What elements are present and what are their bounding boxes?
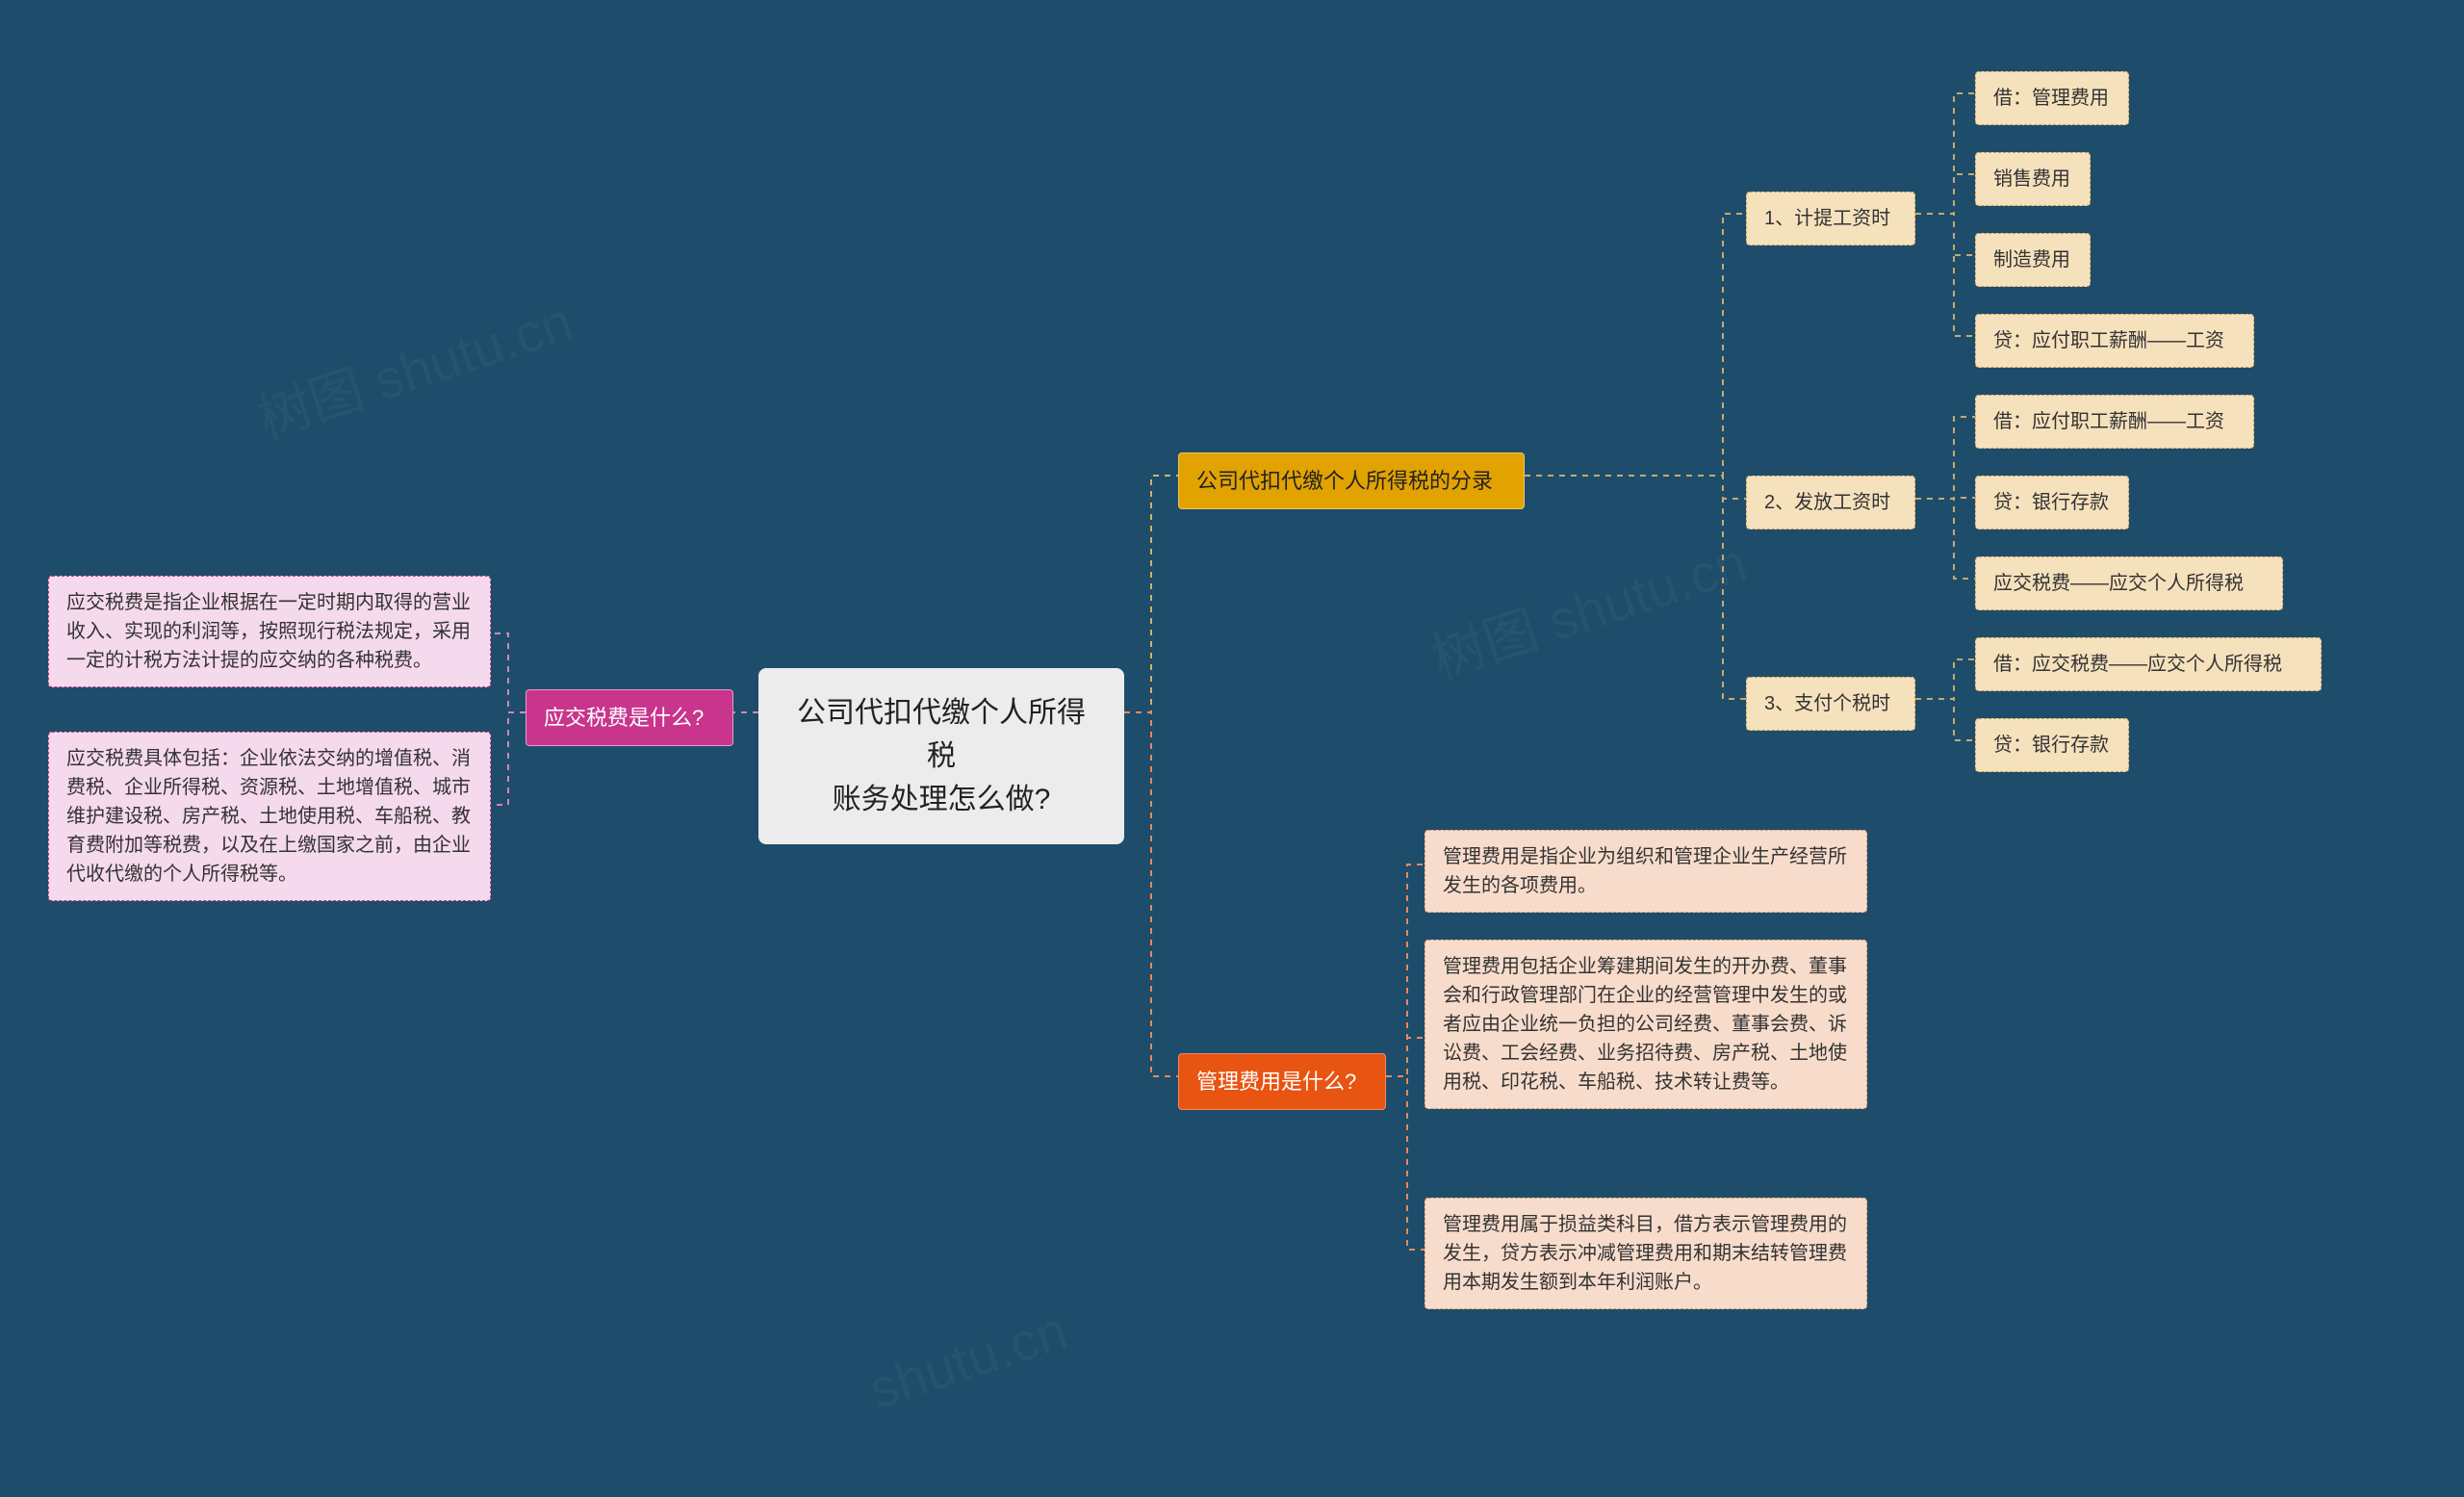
entry-item: 贷：银行存款 [1975,718,2129,772]
right2-title[interactable]: 管理费用是什么? [1178,1053,1386,1110]
group-label[interactable]: 3、支付个税时 [1746,677,1915,731]
entry-item: 贷：应付职工薪酬——工资 [1975,314,2254,368]
entry-item: 贷：银行存款 [1975,476,2129,529]
entry-item: 借：应交税费——应交个人所得税 [1975,637,2322,691]
entry-item: 制造费用 [1975,233,2091,287]
right2-leaf: 管理费用属于损益类科目，借方表示管理费用的发生，贷方表示冲减管理费用和期末结转管… [1424,1198,1867,1309]
center-node[interactable]: 公司代扣代缴个人所得税 账务处理怎么做? [758,668,1124,844]
watermark: 树图 shutu.cn [246,279,581,454]
entry-item: 借：应付职工薪酬——工资 [1975,395,2254,449]
center-line2: 账务处理怎么做? [787,778,1095,821]
left-branch-title[interactable]: 应交税费是什么? [526,689,733,746]
group-label[interactable]: 1、计提工资时 [1746,192,1915,245]
right2-leaf: 管理费用是指企业为组织和管理企业生产经营所发生的各项费用。 [1424,830,1867,913]
entry-item: 应交税费——应交个人所得税 [1975,556,2283,610]
right2-leaf: 管理费用包括企业筹建期间发生的开办费、董事会和行政管理部门在企业的经营管理中发生… [1424,940,1867,1109]
watermark: 树图 shutu.cn [1421,520,1756,695]
right1-title[interactable]: 公司代扣代缴个人所得税的分录 [1178,452,1525,509]
left-leaf: 应交税费具体包括：企业依法交纳的增值税、消费税、企业所得税、资源税、土地增值税、… [48,732,491,901]
entry-item: 销售费用 [1975,152,2091,206]
watermark: shutu.cn [861,1299,1074,1421]
entry-item: 借：管理费用 [1975,71,2129,125]
left-leaf: 应交税费是指企业根据在一定时期内取得的营业收入、实现的利润等，按照现行税法规定，… [48,576,491,687]
group-label[interactable]: 2、发放工资时 [1746,476,1915,529]
center-line1: 公司代扣代缴个人所得税 [787,691,1095,778]
